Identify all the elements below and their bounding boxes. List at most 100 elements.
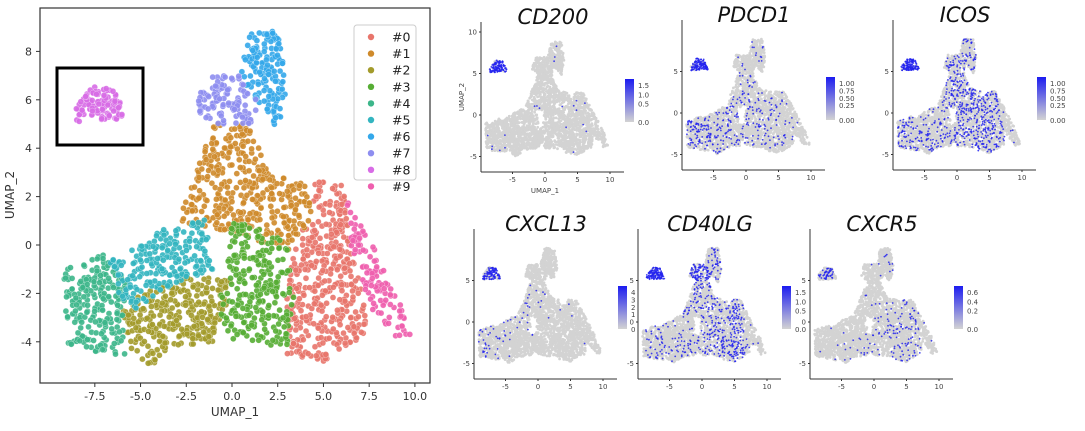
point-cluster-7 — [210, 74, 216, 80]
point-cluster-3 — [284, 341, 290, 347]
point-cluster-4 — [100, 256, 106, 262]
point-low — [549, 98, 552, 101]
point-cluster-7 — [253, 97, 259, 103]
point-low — [532, 88, 535, 91]
point-cluster-0 — [330, 326, 336, 332]
point-cluster-1 — [296, 213, 302, 219]
point-cluster-8 — [83, 94, 89, 100]
point-low — [555, 95, 558, 98]
point-low — [522, 118, 525, 121]
point-cluster-4 — [100, 347, 106, 353]
point-low — [561, 125, 564, 128]
point-cluster-1 — [293, 195, 299, 201]
point-low — [535, 114, 538, 117]
point-low — [542, 129, 545, 132]
point-cluster-6 — [255, 81, 261, 87]
point-cluster-5 — [173, 241, 179, 247]
point-cluster-3 — [233, 272, 239, 278]
y-tick-label: 2 — [25, 191, 32, 204]
point-cluster-2 — [190, 284, 196, 290]
point-low — [488, 146, 491, 149]
point-low — [511, 152, 514, 155]
point-cluster-6 — [242, 57, 248, 63]
point-cluster-1 — [293, 207, 299, 213]
point-low — [515, 132, 518, 135]
point-cluster-7 — [239, 114, 245, 120]
point-cluster-8 — [99, 116, 105, 122]
point-low — [545, 90, 548, 93]
point-cluster-0 — [337, 246, 343, 252]
point-cluster-3 — [218, 311, 224, 317]
point-cluster-4 — [69, 275, 75, 281]
point-cluster-0 — [327, 210, 333, 216]
point-low — [583, 107, 586, 110]
point-low — [496, 145, 499, 148]
point-low — [521, 121, 524, 124]
point-cluster-9 — [397, 332, 403, 338]
point-cluster-2 — [162, 340, 168, 346]
point-cluster-9 — [371, 300, 377, 306]
point-cluster-9 — [398, 313, 404, 319]
point-low — [541, 77, 544, 80]
point-cluster-3 — [273, 279, 279, 285]
point-low — [504, 118, 507, 121]
point-low — [546, 112, 549, 115]
point-cluster-2 — [212, 320, 218, 326]
point-cluster-5 — [144, 271, 150, 277]
point-low — [532, 139, 535, 142]
point-low — [588, 140, 591, 143]
point-cluster-6 — [276, 41, 282, 47]
point-cluster-2 — [133, 325, 139, 331]
point-low — [561, 100, 564, 103]
point-cluster-9 — [350, 238, 356, 244]
point-cluster-2 — [211, 329, 217, 335]
point-cluster-7 — [245, 91, 251, 97]
point-cluster-0 — [316, 187, 322, 193]
point-cluster-1 — [264, 222, 270, 228]
point-cluster-1 — [197, 188, 203, 194]
point-cluster-3 — [241, 268, 247, 274]
point-cluster-0 — [323, 314, 329, 320]
point-cluster-2 — [140, 306, 146, 312]
point-cluster-4 — [78, 325, 84, 331]
point-low — [545, 76, 548, 79]
point-cluster-3 — [240, 305, 246, 311]
point-cluster-1 — [245, 217, 251, 223]
point-cluster-3 — [234, 286, 240, 292]
point-low — [582, 142, 585, 145]
point-cluster-0 — [307, 285, 313, 291]
point-cluster-2 — [137, 312, 143, 318]
point-cluster-4 — [84, 309, 90, 315]
point-cluster-9 — [348, 220, 354, 226]
point-low — [512, 119, 515, 122]
x-tick-label: -2.5 — [176, 390, 197, 403]
point-low — [571, 101, 574, 104]
point-cluster-1 — [217, 186, 223, 192]
point-low — [509, 135, 512, 138]
point-cluster-7 — [240, 82, 246, 88]
point-cluster-0 — [347, 261, 353, 267]
point-low — [566, 92, 569, 95]
point-low — [518, 121, 521, 124]
point-cluster-3 — [240, 330, 246, 336]
point-cluster-4 — [94, 256, 100, 262]
point-cluster-1 — [267, 177, 273, 183]
point-low — [552, 143, 555, 146]
point-cluster-0 — [341, 193, 347, 199]
point-cluster-4 — [119, 312, 125, 318]
point-cluster-2 — [190, 336, 196, 342]
point-cluster-4 — [102, 320, 108, 326]
point-cluster-3 — [274, 294, 280, 300]
point-low — [555, 91, 558, 94]
point-low — [535, 139, 538, 142]
point-low — [535, 85, 538, 88]
point-cluster-6 — [247, 73, 253, 79]
point-low — [575, 91, 578, 94]
legend-marker — [368, 50, 374, 56]
point-cluster-4 — [106, 294, 112, 300]
point-cluster-3 — [249, 275, 255, 281]
point-low — [537, 66, 540, 69]
point-low — [514, 149, 517, 152]
point-cluster-1 — [229, 199, 235, 205]
point-cluster-1 — [253, 211, 259, 217]
